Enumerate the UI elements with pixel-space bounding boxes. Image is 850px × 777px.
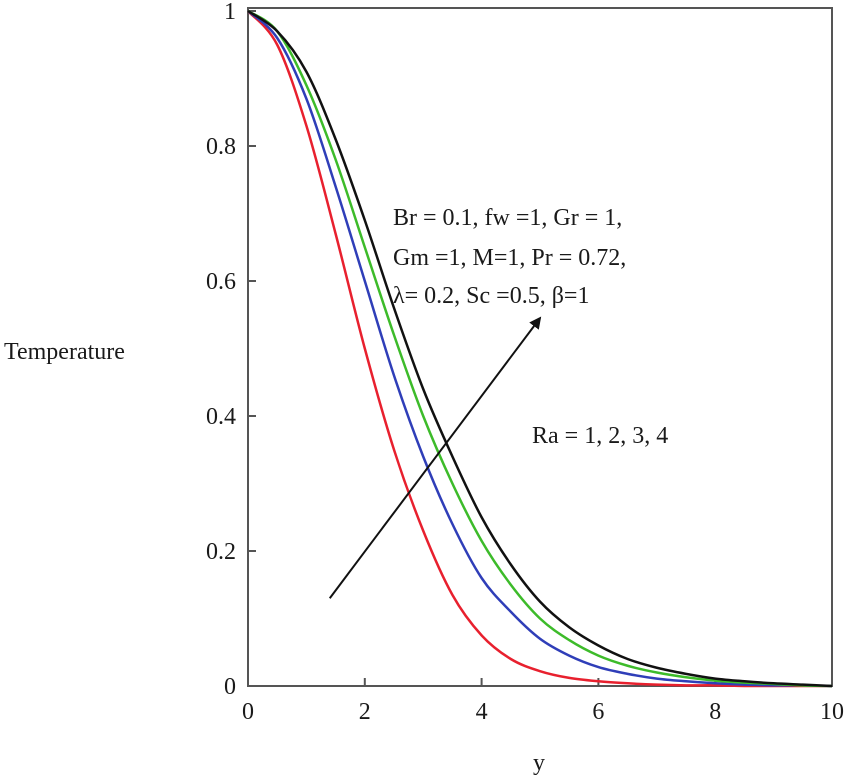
x-tick-label: 4 — [476, 699, 488, 725]
x-tick-label: 0 — [242, 699, 254, 725]
series-curves — [247, 9, 833, 688]
y-tick-label: 0.4 — [206, 404, 236, 430]
params-line-3: λ= 0.2, Sc =0.5, β=1 — [393, 283, 589, 309]
y-tick-label: 0.8 — [206, 134, 236, 160]
y-tick-label: 0.2 — [206, 539, 236, 565]
x-tick-label: 8 — [709, 699, 721, 725]
trend-arrow — [328, 316, 542, 599]
params-line-2: Gm =1, M=1, Pr = 0.72, — [393, 245, 626, 271]
y-axis-label: Temperature — [4, 339, 125, 365]
x-tick-label: 6 — [592, 699, 604, 725]
plot-frame — [247, 7, 833, 687]
y-tick-label: 0.6 — [206, 269, 236, 295]
y-tick-label: 1 — [224, 0, 236, 25]
series-line-1 — [247, 10, 832, 688]
y-axis-ticks: 0 0.2 0.4 0.6 0.8 1 — [206, 0, 256, 700]
ra-label: Ra = 1, 2, 3, 4 — [532, 423, 668, 449]
params-line-1: Br = 0.1, fw =1, Gr = 1, — [393, 205, 622, 231]
x-tick-label: 10 — [820, 699, 844, 725]
series-line-3 — [247, 9, 833, 688]
series-line-2 — [247, 10, 833, 688]
series-line-4 — [247, 9, 833, 688]
x-axis-ticks: 0 2 4 6 8 10 — [242, 678, 844, 725]
x-axis-label: y — [533, 750, 545, 776]
y-tick-label: 0 — [224, 674, 236, 700]
x-tick-label: 2 — [359, 699, 371, 725]
